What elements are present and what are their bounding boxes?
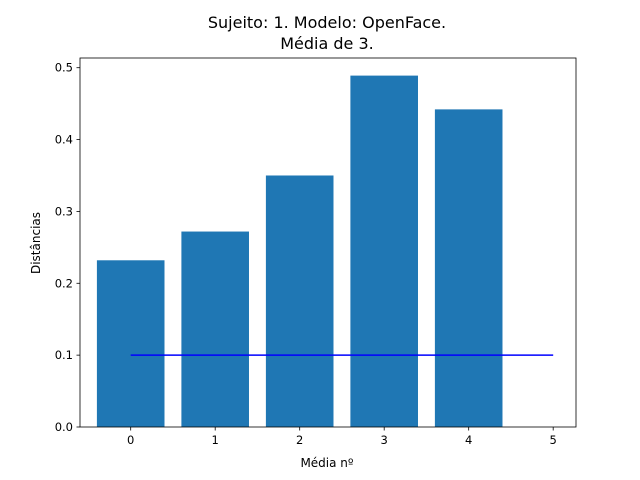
chart-title-line-2: Média de 3. (280, 34, 374, 53)
x-tick-label: 0 (127, 433, 134, 447)
x-axis-ticks: 0 1 2 3 4 5 (127, 427, 557, 447)
y-tick-label: 0.2 (55, 276, 73, 290)
y-axis-ticks: 0.0 0.1 0.2 0.3 0.4 0.5 (55, 61, 80, 434)
x-tick-label: 4 (465, 433, 472, 447)
y-tick-label: 0.3 (55, 204, 73, 218)
bar-0 (96, 260, 165, 427)
y-tick-label: 0.5 (55, 61, 73, 75)
chart-title-line-1: Sujeito: 1. Modelo: OpenFace. (208, 13, 446, 32)
bar-4 (434, 109, 503, 427)
y-tick-label: 0.4 (55, 133, 73, 147)
y-tick-label: 0.1 (55, 348, 73, 362)
x-tick-label: 2 (296, 433, 303, 447)
y-axis-label: Distâncias (29, 212, 43, 274)
plot-marks (96, 75, 554, 427)
x-tick-label: 1 (212, 433, 219, 447)
x-tick-label: 5 (550, 433, 557, 447)
x-axis-label: Média nº (300, 456, 353, 470)
bar-2 (265, 175, 334, 427)
bar-3 (350, 75, 418, 427)
y-tick-label: 0.0 (55, 420, 73, 434)
plot-frame (79, 57, 577, 428)
x-tick-label: 3 (381, 433, 388, 447)
bar-1 (181, 231, 249, 427)
